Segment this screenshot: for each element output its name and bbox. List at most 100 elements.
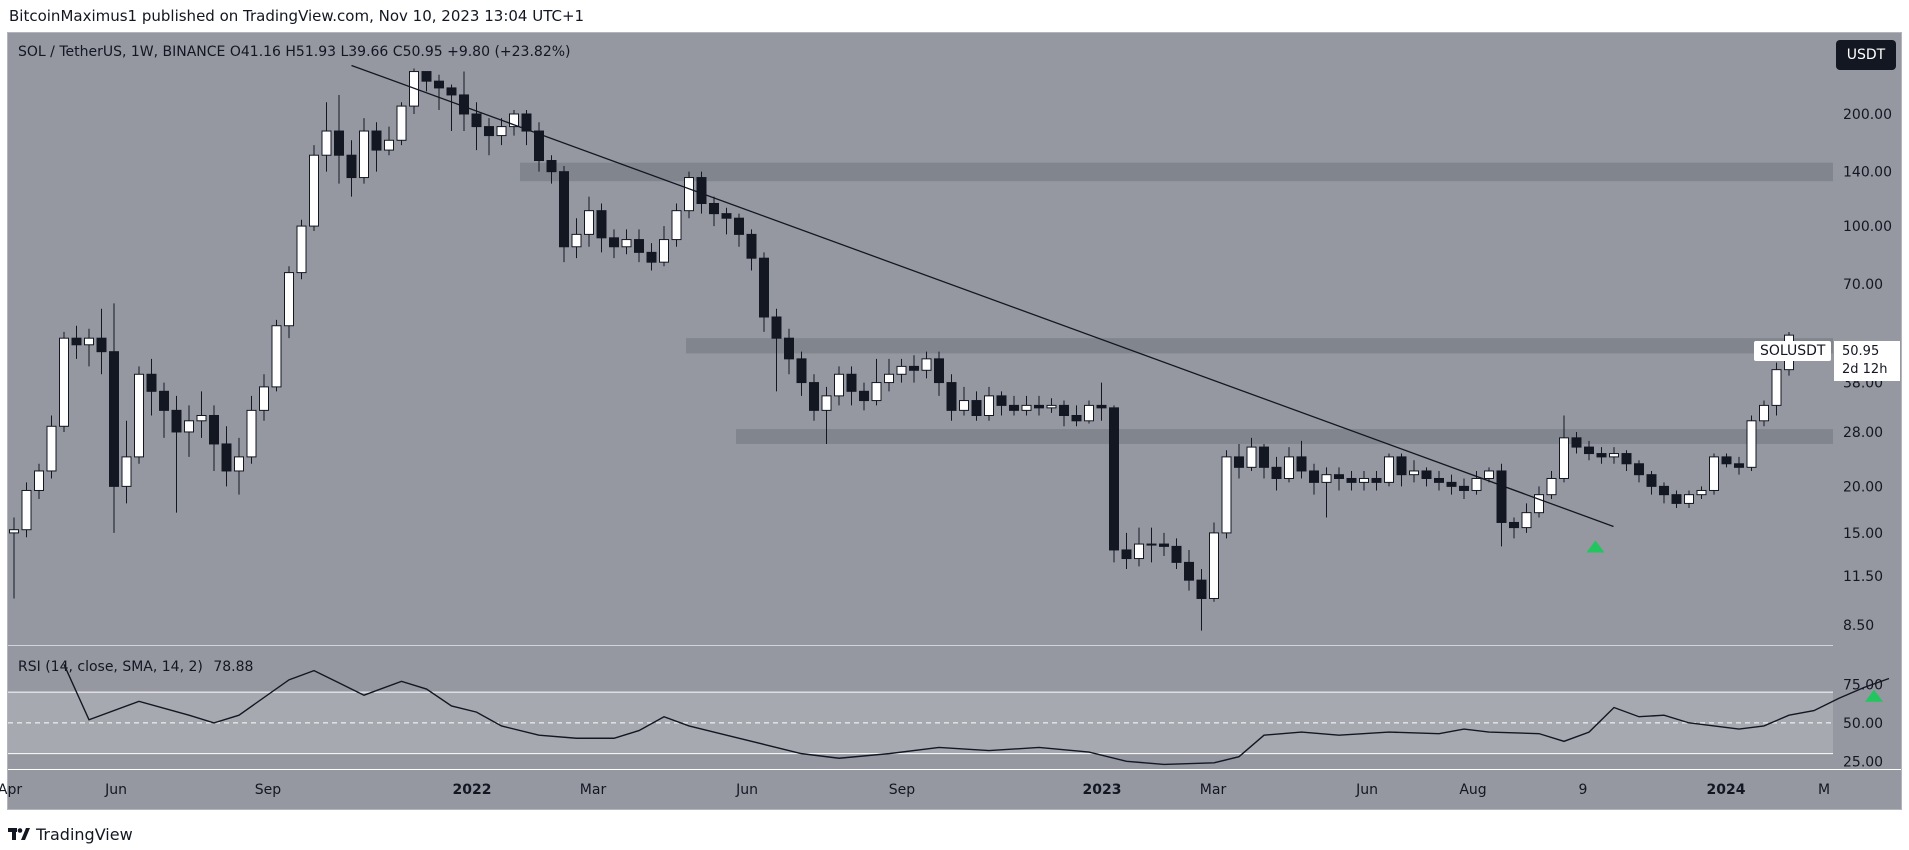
candle-bear[interactable] bbox=[1621, 453, 1632, 465]
candle-bull[interactable] bbox=[1484, 470, 1494, 479]
candle-bull[interactable] bbox=[321, 130, 332, 156]
candle-bull[interactable] bbox=[1559, 437, 1569, 479]
candle-bear[interactable] bbox=[434, 80, 444, 89]
candle-bull[interactable] bbox=[1384, 456, 1394, 483]
candle-bear[interactable] bbox=[421, 71, 432, 82]
candle-bear[interactable] bbox=[1434, 477, 1444, 483]
candle-bull[interactable] bbox=[1246, 446, 1257, 468]
candle-bear[interactable] bbox=[1259, 446, 1269, 468]
candle-bear[interactable] bbox=[934, 358, 944, 384]
candle-bull[interactable] bbox=[584, 210, 594, 235]
candle-bull[interactable] bbox=[1221, 456, 1232, 534]
candle-bull[interactable] bbox=[296, 225, 307, 274]
candle-bull[interactable] bbox=[1709, 456, 1719, 491]
candle-bear[interactable] bbox=[1059, 404, 1069, 416]
candle-bear[interactable] bbox=[1309, 470, 1319, 483]
candle-bear[interactable] bbox=[1671, 494, 1682, 504]
candle-bull[interactable] bbox=[1521, 512, 1532, 529]
candle-bull[interactable] bbox=[1759, 404, 1769, 422]
candle-bull[interactable] bbox=[821, 395, 832, 411]
candle-bull[interactable] bbox=[259, 386, 269, 411]
candle-bear[interactable] bbox=[1009, 404, 1019, 411]
candle-bear[interactable] bbox=[759, 257, 769, 318]
candle-bull[interactable] bbox=[1771, 369, 1782, 406]
candle-bear[interactable] bbox=[1584, 446, 1594, 455]
candle-bear[interactable] bbox=[371, 130, 382, 151]
candle-bull[interactable] bbox=[359, 130, 369, 179]
candle-bear[interactable] bbox=[784, 337, 794, 360]
candle-bull[interactable] bbox=[1134, 543, 1144, 560]
candle-bear[interactable] bbox=[696, 177, 707, 204]
candle-bear[interactable] bbox=[446, 87, 457, 96]
candle-bear[interactable] bbox=[1196, 579, 1207, 599]
candle-bull[interactable] bbox=[184, 420, 194, 433]
candle-bear[interactable] bbox=[1184, 561, 1194, 581]
candle-bull[interactable] bbox=[46, 425, 57, 472]
candle-bull[interactable] bbox=[309, 154, 319, 227]
candle-bear[interactable] bbox=[221, 443, 232, 472]
candle-bear[interactable] bbox=[159, 390, 169, 411]
candle-bull[interactable] bbox=[659, 239, 669, 263]
footer-brand[interactable]: TradingView bbox=[36, 824, 133, 844]
candle-bear[interactable] bbox=[1334, 474, 1344, 479]
candle-bull[interactable] bbox=[1409, 470, 1419, 476]
candle-bull[interactable] bbox=[234, 456, 244, 472]
candle-bull[interactable] bbox=[509, 113, 519, 128]
candle-bear[interactable] bbox=[534, 130, 544, 162]
candle-bull[interactable] bbox=[134, 373, 144, 458]
candle-bull[interactable] bbox=[9, 529, 19, 534]
candle-bear[interactable] bbox=[471, 113, 482, 128]
candle-bull[interactable] bbox=[1321, 474, 1332, 483]
candle-bear[interactable] bbox=[946, 382, 957, 411]
candle-bear[interactable] bbox=[1421, 470, 1432, 479]
candle-bull[interactable] bbox=[196, 414, 207, 422]
candle-bull[interactable] bbox=[1534, 494, 1544, 514]
candle-bear[interactable] bbox=[771, 316, 782, 339]
candle-bear[interactable] bbox=[1234, 456, 1244, 468]
candle-bear[interactable] bbox=[1346, 477, 1357, 483]
candle-bull[interactable] bbox=[671, 210, 682, 241]
candle-bear[interactable] bbox=[1446, 481, 1457, 487]
candle-bull[interactable] bbox=[1684, 494, 1694, 504]
candle-bear[interactable] bbox=[1659, 485, 1669, 496]
candle-bull[interactable] bbox=[384, 139, 394, 151]
candle-bear[interactable] bbox=[859, 390, 869, 402]
candle-bull[interactable] bbox=[896, 365, 907, 375]
candle-bear[interactable] bbox=[1034, 404, 1044, 409]
candle-bear[interactable] bbox=[1459, 485, 1469, 491]
candle-bull[interactable] bbox=[246, 409, 257, 458]
candle-bear[interactable] bbox=[96, 337, 107, 353]
footer-branding[interactable]: TradingView bbox=[8, 823, 133, 845]
candle-bull[interactable] bbox=[1084, 404, 1094, 422]
candle-bull[interactable] bbox=[871, 382, 882, 402]
symbol-title[interactable]: SOL / TetherUS, 1W, BINANCE bbox=[18, 44, 226, 60]
candle-bear[interactable] bbox=[346, 154, 357, 179]
candle-bear[interactable] bbox=[996, 395, 1007, 406]
candle-bull[interactable] bbox=[884, 373, 894, 384]
candle-bull[interactable] bbox=[959, 400, 969, 411]
candle-bear[interactable] bbox=[721, 213, 732, 219]
candle-bear[interactable] bbox=[646, 251, 657, 263]
rsi-line[interactable] bbox=[63, 664, 1890, 766]
time-axis[interactable] bbox=[8, 770, 1901, 809]
candle-bull[interactable] bbox=[1146, 543, 1157, 546]
candle-bear[interactable] bbox=[171, 409, 182, 433]
candle-bear[interactable] bbox=[1171, 545, 1182, 563]
candle-bull[interactable] bbox=[834, 373, 844, 397]
candle-bear[interactable] bbox=[909, 365, 919, 371]
candle-bull[interactable] bbox=[59, 337, 69, 427]
symbol-legend[interactable]: SOL / TetherUS, 1W, BINANCE O41.16 H51.9… bbox=[18, 44, 571, 60]
candle-bear[interactable] bbox=[809, 382, 819, 411]
candle-bull[interactable] bbox=[1021, 404, 1032, 411]
candle-bear[interactable] bbox=[746, 233, 757, 259]
candle-bear[interactable] bbox=[521, 113, 532, 132]
candle-bear[interactable] bbox=[1109, 407, 1119, 551]
candle-bear[interactable] bbox=[1721, 456, 1732, 465]
candle-bull[interactable] bbox=[21, 489, 32, 531]
candle-bull[interactable] bbox=[396, 105, 407, 141]
candle-bear[interactable] bbox=[1271, 466, 1282, 479]
candle-bear[interactable] bbox=[971, 400, 982, 416]
candle-bull[interactable] bbox=[1359, 477, 1369, 483]
candle-bear[interactable] bbox=[1646, 474, 1657, 487]
candle-bear[interactable] bbox=[334, 130, 344, 156]
